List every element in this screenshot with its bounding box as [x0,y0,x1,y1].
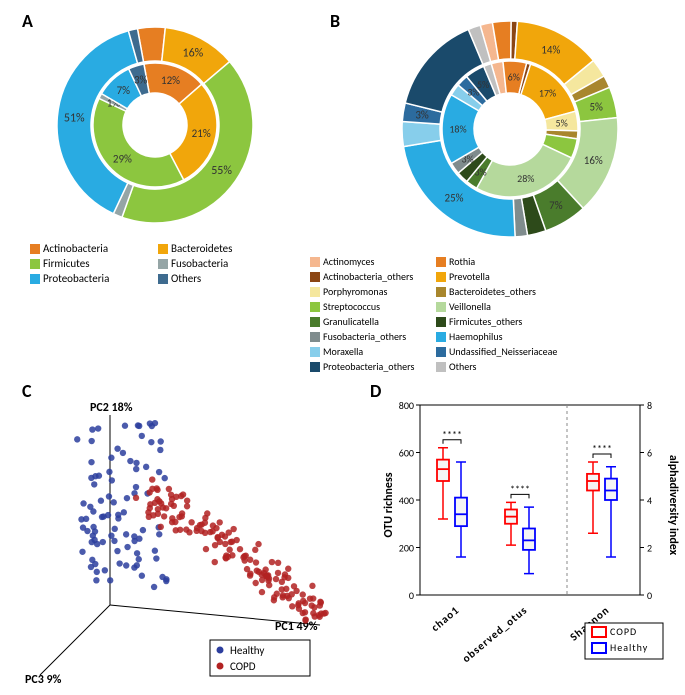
svg-text:COPD: COPD [610,625,637,638]
panel-c-chart: PC2 18% PC1 49% PC3 9% Healthy COPD [20,395,360,685]
svg-text:14%: 14% [541,43,560,56]
svg-text:51%: 51% [64,111,85,125]
svg-text:observed_otus: observed_otus [460,603,530,665]
panel-b-chart: 14%5%16%7%25%3%6%17%5%28%3%3%18%3%5% [360,14,660,244]
svg-text:21%: 21% [192,127,211,140]
svg-text:600: 600 [399,447,414,460]
svg-text:55%: 55% [211,164,232,178]
svg-text:12%: 12% [161,74,180,87]
svg-text:5%: 5% [589,100,603,113]
svg-text:800: 800 [399,399,414,412]
svg-text:3%: 3% [415,109,429,122]
svg-text:6%: 6% [508,71,520,84]
panel-d-chart: 0 200 400 600 800 0 2 4 6 8 OTU richness alphadiver… [380,395,680,685]
svg-text:2: 2 [647,542,652,555]
panel-b-legend: ActinomycesRothiaActinobacteria_othersPr… [310,255,680,375]
svg-text:8: 8 [647,399,652,412]
panel-a-chart: 16%55%51%12%21%29%1%7%3% [30,20,280,230]
svg-text:OTU richness: OTU richness [382,472,396,537]
svg-text:****: **** [592,442,612,455]
svg-text:16%: 16% [182,46,203,60]
svg-text:29%: 29% [113,152,132,165]
svg-text:PC1 49%: PC1 49% [275,620,318,634]
svg-text:3%: 3% [134,74,148,87]
svg-text:400: 400 [399,494,414,507]
svg-text:16%: 16% [584,154,603,167]
svg-text:18%: 18% [449,123,466,136]
svg-text:****: **** [510,482,530,495]
svg-text:PC3 9%: PC3 9% [25,673,62,685]
svg-text:PC2 18%: PC2 18% [90,401,133,415]
svg-text:Healthy: Healthy [610,641,648,654]
svg-text:0: 0 [647,589,652,602]
svg-text:5%: 5% [556,116,568,129]
svg-text:5%: 5% [477,78,489,91]
svg-text:4: 4 [647,494,652,507]
svg-text:6: 6 [647,447,652,460]
svg-text:200: 200 [399,542,414,555]
svg-text:25%: 25% [445,192,464,205]
svg-text:****: **** [442,428,462,441]
panel-b-label: B [330,10,340,32]
svg-text:0: 0 [409,589,414,602]
svg-text:chao1: chao1 [429,603,462,634]
svg-text:alphadiversity index: alphadiversity index [666,455,680,556]
svg-text:COPD: COPD [230,660,256,673]
svg-text:Healthy: Healthy [230,644,264,657]
panel-a-legend: ActinobacteriaBacteroidetesFirmicutesFus… [30,242,290,287]
svg-text:7%: 7% [117,84,131,97]
svg-text:28%: 28% [517,172,534,185]
svg-text:17%: 17% [539,87,556,100]
svg-text:7%: 7% [549,199,563,212]
